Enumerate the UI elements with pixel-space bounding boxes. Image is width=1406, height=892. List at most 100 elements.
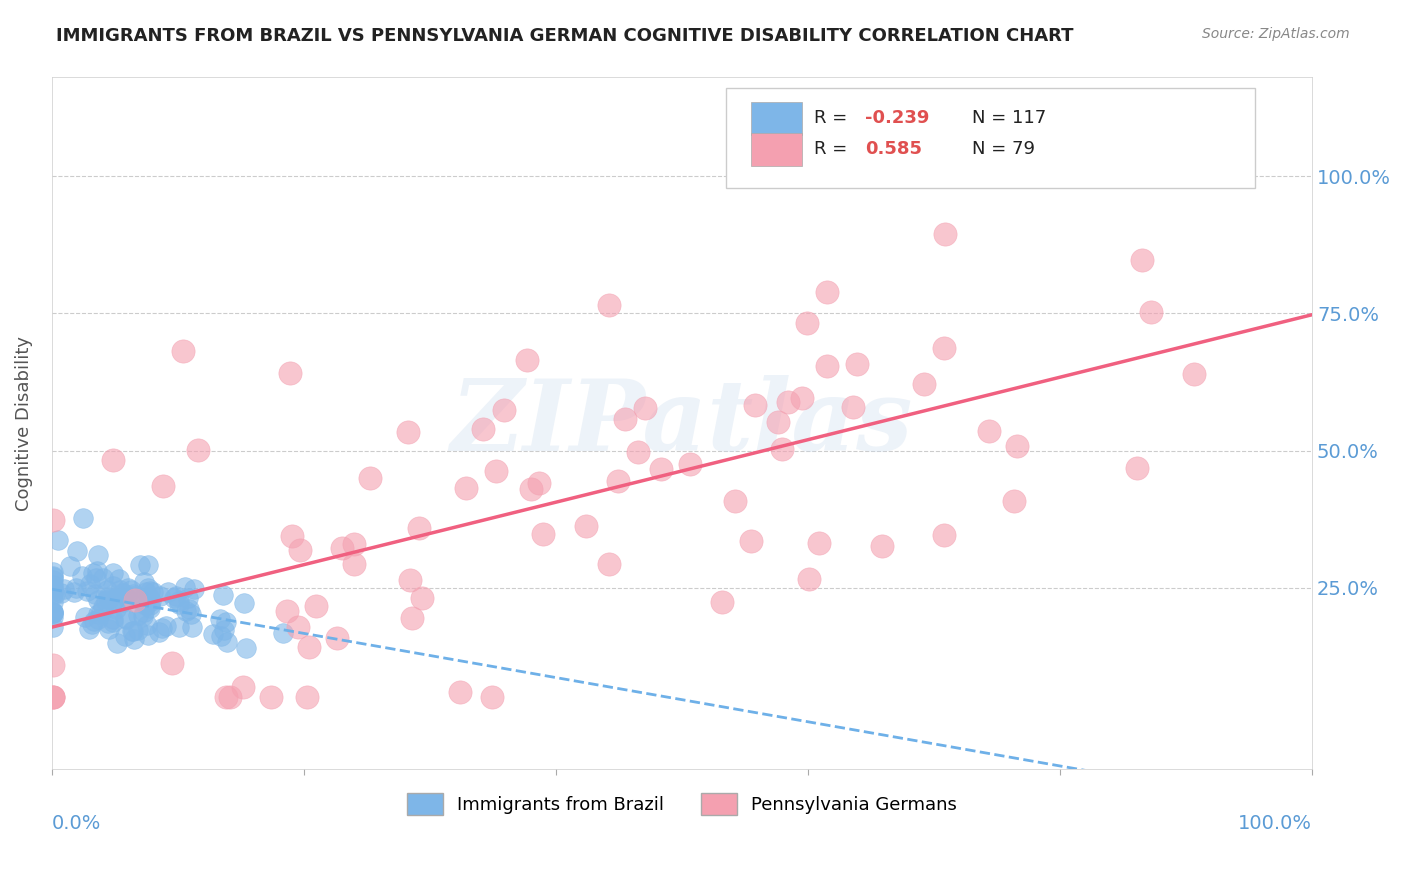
Point — [87, 612, 110, 626]
Point — [1182, 367, 1205, 381]
Point — [94, 593, 117, 607]
Point — [138, 590, 160, 604]
Point — [180, 607, 202, 622]
Point — [98, 622, 121, 636]
Point — [66, 543, 89, 558]
Point — [42, 620, 65, 634]
Point — [815, 285, 838, 300]
Point — [114, 629, 136, 643]
Text: R =: R = — [814, 109, 853, 128]
Point — [233, 596, 256, 610]
Point — [150, 621, 173, 635]
Text: N = 117: N = 117 — [972, 109, 1046, 128]
Point — [298, 640, 321, 654]
Point — [152, 479, 174, 493]
Point — [650, 462, 672, 476]
Point — [606, 475, 628, 489]
Text: N = 79: N = 79 — [972, 140, 1035, 159]
Point — [215, 615, 238, 629]
Point — [934, 227, 956, 241]
Point — [139, 600, 162, 615]
Point — [111, 586, 134, 600]
Point — [235, 641, 257, 656]
Point — [396, 425, 419, 440]
Point — [142, 584, 165, 599]
Point — [84, 571, 107, 585]
Point — [305, 599, 328, 613]
Point — [44, 587, 66, 601]
Point — [42, 658, 65, 673]
Point — [790, 392, 813, 406]
Point — [97, 590, 120, 604]
Point — [679, 457, 702, 471]
Point — [42, 513, 65, 527]
Point — [46, 533, 69, 548]
Point — [520, 482, 543, 496]
Point — [42, 581, 65, 595]
Point — [212, 588, 235, 602]
Point — [124, 592, 146, 607]
Point — [135, 584, 157, 599]
Point — [177, 602, 200, 616]
Point — [471, 422, 494, 436]
Point — [232, 681, 254, 695]
Point — [131, 609, 153, 624]
Point — [845, 357, 868, 371]
Point — [117, 581, 139, 595]
Point — [139, 598, 162, 612]
Point — [932, 341, 955, 355]
Point — [101, 612, 124, 626]
Point — [127, 608, 149, 623]
Point — [359, 471, 381, 485]
Point — [218, 690, 240, 705]
Point — [297, 690, 319, 705]
Point — [122, 587, 145, 601]
Point — [104, 591, 127, 606]
Point — [598, 557, 620, 571]
Point — [139, 593, 162, 607]
Point — [59, 559, 82, 574]
Point — [481, 690, 503, 705]
Point — [42, 690, 65, 705]
FancyBboxPatch shape — [751, 133, 801, 166]
Point — [808, 535, 831, 549]
Point — [627, 445, 650, 459]
Point — [401, 611, 423, 625]
Point — [70, 568, 93, 582]
Text: ZIPatlas: ZIPatlas — [451, 375, 912, 471]
Point — [42, 573, 65, 587]
Text: IMMIGRANTS FROM BRAZIL VS PENNSYLVANIA GERMAN COGNITIVE DISABILITY CORRELATION C: IMMIGRANTS FROM BRAZIL VS PENNSYLVANIA G… — [56, 27, 1074, 45]
Point — [101, 615, 124, 630]
Point — [42, 595, 65, 609]
Point — [104, 602, 127, 616]
Point — [90, 605, 112, 619]
Point — [343, 557, 366, 571]
Point — [114, 612, 136, 626]
Point — [744, 398, 766, 412]
Point — [121, 624, 143, 639]
Point — [87, 548, 110, 562]
Point — [108, 582, 131, 597]
Point — [797, 572, 820, 586]
Point — [63, 585, 86, 599]
Point — [174, 580, 197, 594]
Point — [770, 442, 793, 456]
Point — [160, 656, 183, 670]
Point — [105, 636, 128, 650]
Point — [634, 401, 657, 415]
Point — [42, 565, 65, 579]
Point — [120, 582, 142, 597]
Point — [136, 618, 159, 632]
Point — [325, 631, 347, 645]
Point — [49, 586, 72, 600]
Point — [449, 684, 471, 698]
Point — [149, 589, 172, 603]
Point — [870, 539, 893, 553]
Point — [139, 583, 162, 598]
Point — [122, 590, 145, 604]
Point — [42, 607, 65, 621]
Point — [977, 424, 1000, 438]
Point — [111, 595, 134, 609]
Point — [107, 572, 129, 586]
Point — [91, 571, 114, 585]
